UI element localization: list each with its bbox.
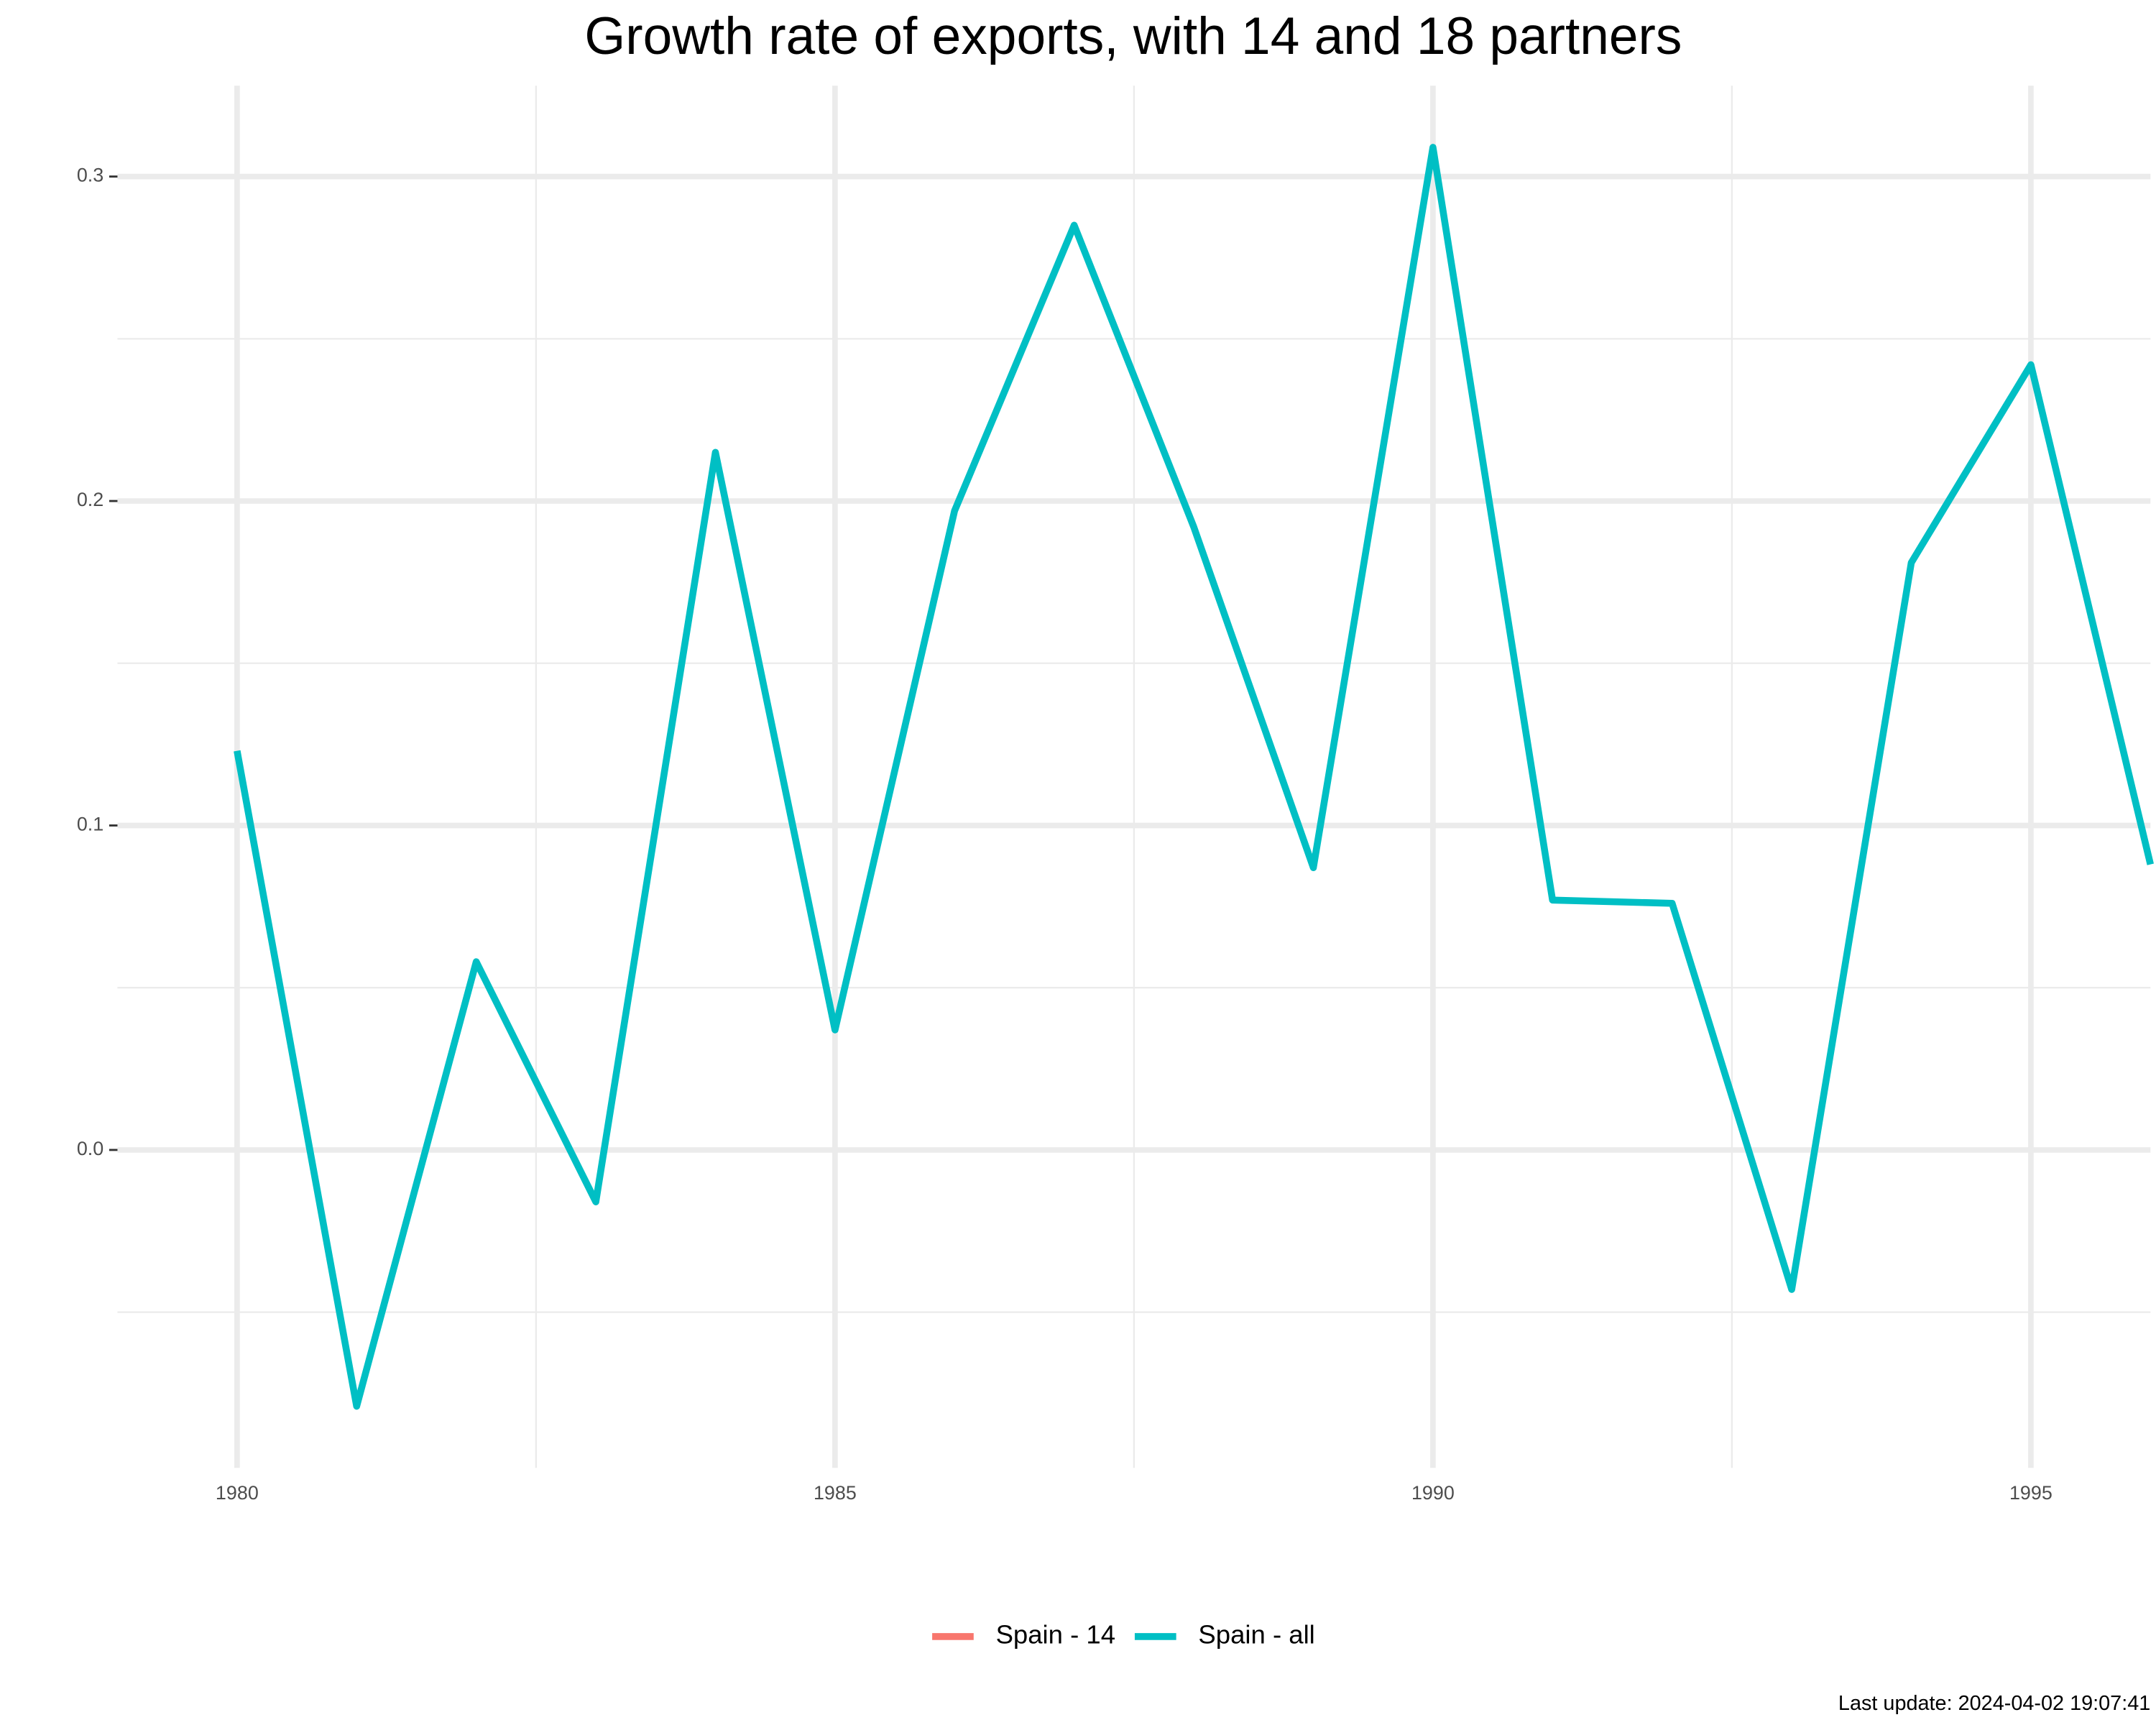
legend-label: Spain - all [1198,1620,1314,1650]
series-line [234,144,2154,1410]
caption: Last update: 2024-04-02 19:07:41 [1838,1692,2150,1715]
y-tick-label: 0.0 [77,1138,103,1159]
y-tick-label: 0.1 [77,814,103,835]
y-tick-label: 0.3 [77,165,103,186]
x-tick-label: 1995 [2009,1482,2053,1504]
chart-title: Growth rate of exports, with 14 and 18 p… [584,7,1682,65]
legend-label: Spain - 14 [996,1620,1115,1650]
x-tick-label: 1985 [814,1482,857,1504]
x-tick-label: 1980 [216,1482,259,1504]
y-tick-label: 0.2 [77,489,103,510]
x-tick-label: 1990 [1411,1482,1455,1504]
